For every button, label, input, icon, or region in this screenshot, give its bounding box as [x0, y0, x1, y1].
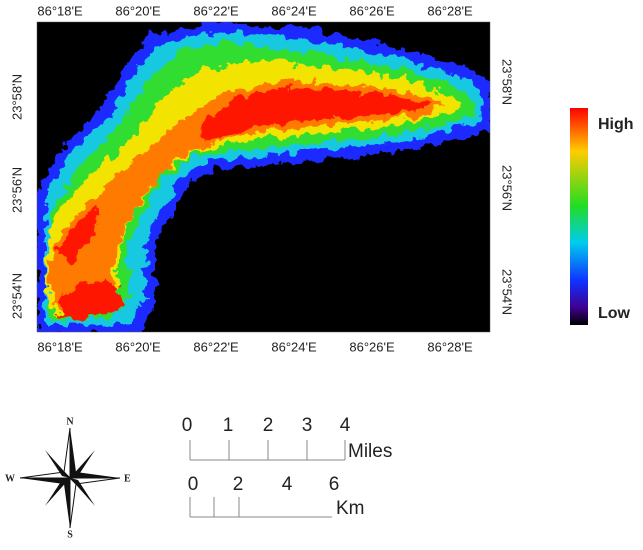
- miles-label: 4: [340, 415, 351, 436]
- lat-label: 23°58'N: [500, 59, 515, 105]
- lat-label: 23°54'N: [9, 273, 24, 319]
- raster-map: [37, 22, 490, 332]
- miles-label: 1: [223, 415, 234, 436]
- miles-unit: Miles: [348, 441, 392, 462]
- compass-w: W: [5, 473, 15, 484]
- lon-label: 86°28'E: [427, 3, 473, 18]
- km-label: 2: [233, 474, 244, 495]
- lon-label: 86°18'E: [37, 339, 83, 354]
- compass-n: N: [66, 416, 74, 427]
- lon-label: 86°24'E: [271, 339, 317, 354]
- lon-label: 86°18'E: [37, 3, 83, 18]
- lat-label: 23°54'N: [500, 269, 515, 315]
- scale-bar: [189, 440, 346, 518]
- longitude-labels-top: 86°18'E 86°20'E 86°22'E 86°24'E 86°26'E …: [37, 3, 473, 18]
- miles-label: 3: [302, 415, 313, 436]
- miles-label: 2: [263, 415, 274, 436]
- north-arrow: N S E W: [5, 416, 131, 540]
- lon-label: 86°20'E: [115, 3, 161, 18]
- map-frame: [36, 21, 491, 333]
- km-label: 6: [329, 474, 340, 495]
- lon-label: 86°22'E: [193, 339, 239, 354]
- lat-label: 23°56'N: [500, 165, 515, 211]
- latitude-labels-left: 23°58'N 23°56'N 23°54'N: [9, 74, 24, 319]
- km-label: 0: [188, 474, 199, 495]
- lat-label: 23°58'N: [9, 74, 24, 120]
- color-bar: [570, 108, 588, 325]
- latitude-labels-right: 23°58'N 23°56'N 23°54'N: [500, 59, 515, 315]
- lon-label: 86°26'E: [349, 3, 395, 18]
- miles-label: 0: [182, 415, 193, 436]
- legend: High Low: [570, 108, 634, 325]
- legend-low: Low: [598, 305, 631, 322]
- lon-label: 86°28'E: [427, 339, 473, 354]
- lon-label: 86°22'E: [193, 3, 239, 18]
- compass-e: E: [124, 473, 131, 484]
- scale-labels: 0 1 2 3 4 Miles 0 2 4 6 Km: [182, 415, 393, 519]
- legend-high: High: [598, 116, 634, 133]
- lon-label: 86°20'E: [115, 339, 161, 354]
- lon-label: 86°26'E: [349, 339, 395, 354]
- lon-label: 86°24'E: [271, 3, 317, 18]
- km-label: 4: [282, 474, 293, 495]
- km-unit: Km: [336, 498, 365, 519]
- longitude-labels-bottom: 86°18'E 86°20'E 86°22'E 86°24'E 86°26'E …: [37, 339, 473, 354]
- lat-label: 23°56'N: [9, 167, 24, 213]
- compass-s: S: [67, 529, 73, 540]
